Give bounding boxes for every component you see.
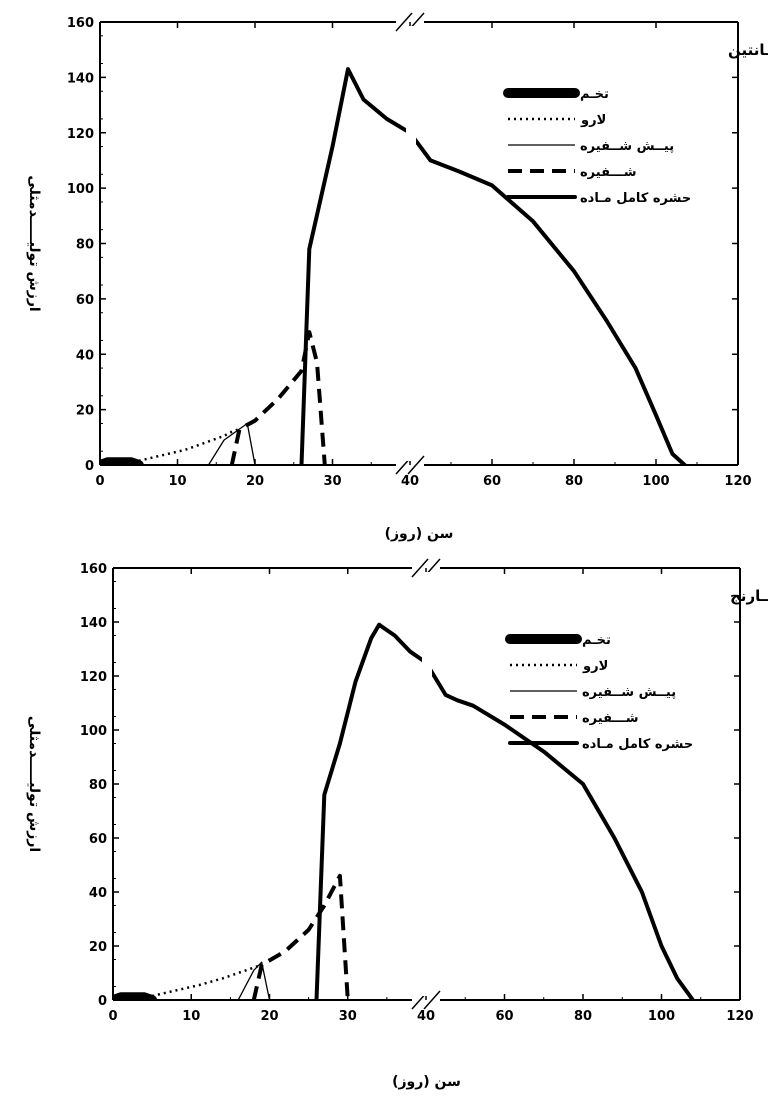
x-tick-label: 60 — [495, 1009, 513, 1024]
x-tick-label: 20 — [260, 1009, 278, 1024]
legend-label: شـــفیره — [580, 165, 637, 180]
x-tick-label: 100 — [648, 1009, 675, 1024]
series-line-dashed — [251, 873, 350, 1000]
axis-break-mark — [395, 12, 413, 32]
x-tick-label: 0 — [95, 474, 104, 489]
legend-label: تخـم — [582, 633, 611, 648]
x-tick-label: 120 — [726, 1009, 753, 1024]
y-tick-label: 120 — [80, 670, 107, 685]
legend-label: پیــش شــفیره — [580, 139, 674, 154]
y-tick-label: 40 — [89, 886, 107, 901]
x-tick-label: 30 — [339, 1009, 357, 1024]
y-tick-label: 140 — [80, 616, 107, 631]
x-tick-label: 0 — [108, 1009, 117, 1024]
x-tick-label: 60 — [483, 474, 501, 489]
x-tick-label: 10 — [182, 1009, 200, 1024]
y-tick-label: 80 — [76, 238, 94, 253]
series-line-thick — [100, 457, 144, 465]
y-tick-label: 80 — [89, 778, 107, 793]
x-axis-title: سن (روز) — [385, 526, 454, 542]
y-tick-label: 160 — [67, 16, 94, 31]
legend-label: لارو — [582, 659, 608, 674]
legend-title: نــــارنگی کلمــــانتین — [728, 41, 768, 59]
series-line-dotted — [138, 427, 240, 463]
x-tick-label: 20 — [246, 474, 264, 489]
y-tick-label: 60 — [76, 293, 94, 308]
x-tick-label: 30 — [323, 474, 341, 489]
x-tick-label: 40 — [417, 1009, 435, 1024]
y-axis-title: ارزش تولیـــــدمثلی — [26, 716, 42, 852]
y-tick-label: 100 — [80, 724, 107, 739]
axis-break-gap — [422, 572, 432, 996]
y-tick-label: 20 — [76, 404, 94, 419]
x-tick-label: 80 — [565, 474, 583, 489]
x-tick-label: 100 — [642, 474, 669, 489]
legend-label: پیــش شــفیره — [582, 685, 676, 700]
y-tick-label: 20 — [89, 940, 107, 955]
y-tick-label: 60 — [89, 832, 107, 847]
legend-label: حشره کامل مـاده — [580, 191, 691, 206]
x-tick-label: 80 — [574, 1009, 592, 1024]
series-line-dotted — [151, 963, 263, 998]
series-line-thin — [237, 961, 271, 1000]
legend-title: نـــارنج — [730, 587, 768, 605]
series-line-solid — [299, 67, 687, 465]
y-tick-label: 0 — [85, 459, 94, 474]
axis-break-gap — [406, 26, 416, 461]
y-tick-label: 120 — [67, 127, 94, 142]
series-line-solid — [314, 622, 695, 1000]
series-line-thick — [113, 992, 158, 1000]
y-tick-label: 140 — [67, 71, 94, 86]
legend-label: حشره کامل مـاده — [582, 737, 693, 752]
x-tick-label: 40 — [401, 474, 419, 489]
axis-break-mark — [411, 558, 429, 578]
legend-label: شـــفیره — [582, 711, 639, 726]
y-tick-label: 0 — [98, 994, 107, 1009]
x-axis-title: سن (روز) — [392, 1074, 461, 1090]
x-tick-label: 120 — [724, 474, 751, 489]
y-tick-label: 40 — [76, 348, 94, 363]
legend-label: لارو — [580, 113, 606, 128]
chart-panel-1: 0 20 40 60 80 100 120 140 160 0 10 20 30 40 60 80 100 120… — [26, 12, 768, 542]
chart-panel-2: 0 20 40 60 80 100 120 140 160 0 10 20 30 40 60 80 100 120… — [26, 558, 768, 1090]
y-axis-title: ارزش تولیـــــدمثلی — [26, 175, 42, 311]
axis-break-mark — [407, 455, 425, 475]
axis-break-mark — [423, 990, 441, 1010]
series-line-thin — [207, 422, 256, 465]
series-line-dashed — [229, 330, 327, 465]
x-tick-label: 10 — [168, 474, 186, 489]
y-tick-label: 160 — [80, 562, 107, 577]
y-tick-label: 100 — [67, 182, 94, 197]
legend-label: تخـم — [580, 87, 609, 102]
